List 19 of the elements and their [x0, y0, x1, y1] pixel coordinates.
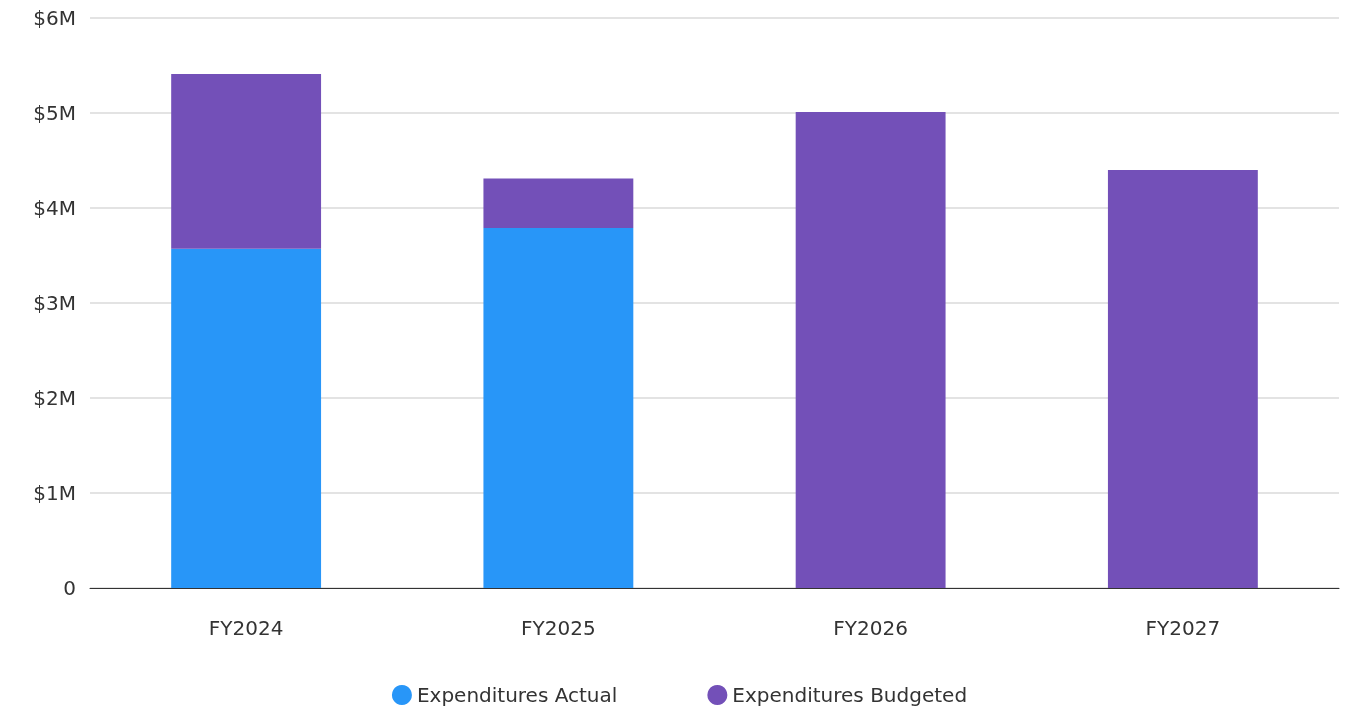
bar — [171, 248, 322, 588]
x-tick-label: FY2024 — [208, 616, 284, 640]
bar — [1107, 170, 1258, 588]
y-tick-label: $4M — [33, 196, 76, 220]
y-tick-label: $6M — [33, 6, 76, 30]
x-tick-label: FY2027 — [1145, 616, 1221, 640]
x-tick-label: FY2026 — [833, 616, 908, 640]
y-tick-label: 0 — [63, 576, 76, 600]
y-tick-label: $3M — [33, 291, 76, 315]
bar — [795, 112, 946, 588]
y-tick-label: $1M — [33, 481, 76, 505]
bar — [483, 227, 634, 588]
bar — [483, 178, 634, 228]
x-tick-label: FY2025 — [521, 616, 596, 640]
legend-label: Expenditures Actual — [416, 683, 618, 707]
bar — [171, 74, 322, 249]
y-tick-label: $2M — [33, 386, 76, 410]
y-tick-label: $5M — [33, 101, 76, 125]
legend-label: Expenditures Budgeted — [732, 683, 968, 707]
